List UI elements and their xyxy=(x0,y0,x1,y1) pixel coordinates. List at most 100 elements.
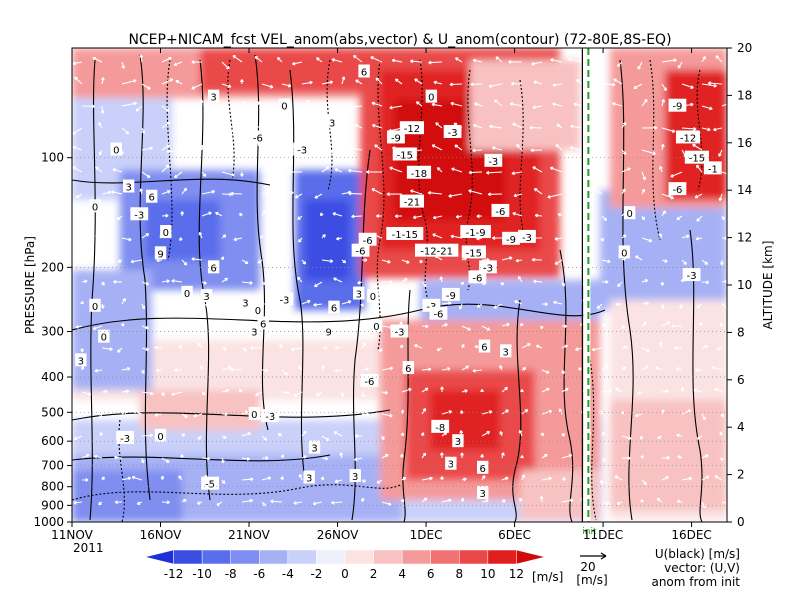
wind-vector-66 xyxy=(81,104,96,109)
wind-vector-102 xyxy=(141,127,146,134)
wind-vector-549 xyxy=(501,409,509,415)
wind-vector-166 xyxy=(95,166,103,173)
wind-vector-264 xyxy=(79,233,83,239)
wind-vector-564 xyxy=(141,433,153,438)
wind-vector-125 xyxy=(592,125,603,130)
wind-vector-569 xyxy=(241,431,252,437)
wind-vector-55 xyxy=(510,81,523,86)
wind-vector-515 xyxy=(480,389,484,393)
wind-vector-165 xyxy=(72,166,83,173)
wind-vector-639 xyxy=(320,476,325,481)
contour-label-bg-67 xyxy=(201,476,219,490)
colorbar-swatch-8 xyxy=(373,549,403,565)
wind-vector-495 xyxy=(81,391,92,396)
wind-vector-462 xyxy=(80,365,85,371)
wind-vector-246 xyxy=(376,214,382,218)
wind-vector-175 xyxy=(281,167,289,173)
wind-vector-37 xyxy=(161,78,174,85)
wind-vector-70 xyxy=(161,105,170,112)
wind-vector-332 xyxy=(113,279,123,284)
wind-vector-457 xyxy=(641,347,650,353)
wind-vector-106 xyxy=(217,120,223,129)
wind-vector-65 xyxy=(707,81,723,86)
wind-vector-215 xyxy=(410,189,423,195)
wind-vector-555 xyxy=(620,410,625,415)
wind-vector-532 xyxy=(154,412,163,417)
wind-vector-612 xyxy=(439,452,444,459)
wind-vector-321 xyxy=(554,259,563,265)
y2-tick-label-4: 4 xyxy=(737,420,745,434)
contour-line-4 xyxy=(254,54,269,431)
wind-vector-410 xyxy=(360,320,364,327)
contour-label-bg-25 xyxy=(468,270,487,284)
contour-label-12: 0 xyxy=(428,93,434,104)
wind-vector-183 xyxy=(436,167,443,173)
reference-vector: 20 [m/s] xyxy=(576,552,608,587)
wind-vector-512 xyxy=(421,387,429,393)
wind-vector-440 xyxy=(290,347,303,352)
wind-vector-631 xyxy=(160,475,165,481)
wind-vector-364 xyxy=(100,303,105,309)
contour-label-bg-70 xyxy=(675,130,701,144)
wind-vector-642 xyxy=(376,479,383,484)
contour-label-bg-46 xyxy=(98,329,110,343)
wind-vector-92 xyxy=(591,105,603,113)
contour-label-6: 6 xyxy=(361,67,367,78)
wind-vector-543 xyxy=(381,413,393,418)
contour-label-16: -6 xyxy=(363,236,373,247)
wind-vector-117 xyxy=(435,122,443,129)
wind-vector-649 xyxy=(521,474,526,481)
contour-label-bg-33 xyxy=(89,199,101,213)
wind-vector-663 xyxy=(136,501,143,505)
wind-vector-568 xyxy=(221,435,227,439)
wind-vector-499 xyxy=(161,391,165,397)
wind-vector-559 xyxy=(701,413,706,421)
contour-label-11: -21 xyxy=(404,198,420,209)
wind-vector-322 xyxy=(569,258,583,263)
wind-vector-313 xyxy=(401,259,410,264)
wind-vector-680 xyxy=(481,498,489,503)
wind-vector-171 xyxy=(201,171,207,177)
contour-label-54: 6 xyxy=(405,364,411,375)
contour-label-bg-68 xyxy=(477,485,489,499)
wind-vector-346 xyxy=(401,277,408,283)
wind-vector-527 xyxy=(714,387,723,393)
wind-vector-169 xyxy=(161,164,170,173)
wind-vector-370 xyxy=(213,303,223,309)
init-label: init xyxy=(582,527,597,537)
wind-vector-265 xyxy=(95,234,103,239)
contour-label-7: -9 xyxy=(391,133,401,144)
contour-label-29: 9 xyxy=(157,249,163,260)
wind-vector-552 xyxy=(558,408,563,415)
contour-label-17: -6 xyxy=(356,247,366,258)
wind-vector-167 xyxy=(112,168,123,173)
wind-vector-341 xyxy=(297,276,303,283)
wind-vector-224 xyxy=(593,187,603,195)
wind-vector-523 xyxy=(637,391,643,395)
wind-vector-144 xyxy=(320,142,325,151)
wind-vector-119 xyxy=(472,123,483,129)
wind-vector-91 xyxy=(573,102,583,107)
wind-vector-358 xyxy=(641,279,649,283)
wind-vector-172 xyxy=(221,171,235,177)
wind-vector-300 xyxy=(130,259,143,264)
contour-label-53: 3 xyxy=(503,347,509,358)
wind-vector-103 xyxy=(161,121,171,129)
contour-label-bg-73 xyxy=(668,182,687,196)
wind-vector-6 xyxy=(191,60,203,64)
colorbar: -12 -10 -8 -6 -4 -2 0 2 4 6 8 10 12 xyxy=(144,549,546,581)
wind-vector-39 xyxy=(191,83,203,90)
wind-vector-42 xyxy=(261,83,274,89)
wind-vector-435 xyxy=(197,342,203,349)
wind-vector-10 xyxy=(276,56,283,63)
wind-vector-73 xyxy=(221,105,225,112)
wind-vector-665 xyxy=(181,498,187,503)
wind-vector-638 xyxy=(298,473,303,481)
contour-label-51: -3 xyxy=(395,328,405,339)
colorbar-swatch-3 xyxy=(230,549,260,565)
wind-vector-604 xyxy=(280,454,285,459)
wind-vector-123 xyxy=(556,123,563,129)
wind-vector-445 xyxy=(399,344,404,349)
wind-vector-366 xyxy=(141,303,146,310)
wind-vector-163 xyxy=(692,143,703,151)
